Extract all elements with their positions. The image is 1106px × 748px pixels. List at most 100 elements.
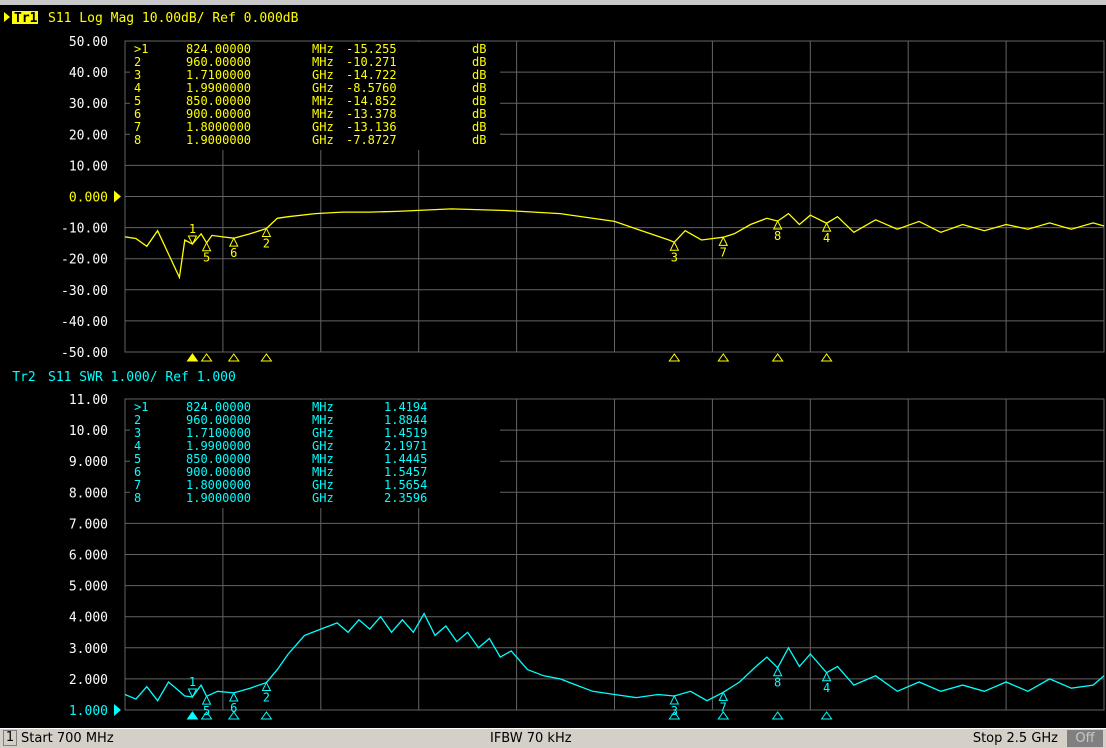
start-frequency[interactable]: Start 700 MHz <box>21 731 114 746</box>
marker-value: -10.271 <box>346 55 397 69</box>
marker-number: 1 <box>189 675 196 689</box>
marker-value-unit: dB <box>472 120 486 134</box>
marker-frequency-unit: GHz <box>312 478 334 492</box>
marker-axis-indicator-icon <box>820 711 833 720</box>
stop-frequency[interactable]: Stop 2.5 GHz <box>972 731 1058 746</box>
y-tick-label: 40.00 <box>69 66 108 81</box>
status-bar: 1 Start 700 MHz IFBW 70 kHz Stop 2.5 GHz… <box>0 728 1106 748</box>
marker-triangle-icon <box>187 688 198 699</box>
marker-1: 1 <box>186 222 199 362</box>
marker-7: 7 <box>717 691 730 720</box>
marker-number: 7 <box>720 245 727 259</box>
y-tick-label: 6.000 <box>69 549 108 564</box>
marker-triangle-icon <box>187 235 198 246</box>
marker-number: 4 <box>823 681 830 695</box>
marker-frequency-unit: MHz <box>312 55 334 69</box>
marker-table-row: >1 824.00000 MHz -15.255 dB <box>134 42 486 56</box>
y-tick-label: 7.000 <box>69 517 108 532</box>
marker-triangle-icon <box>228 236 239 247</box>
marker-frequency-unit: GHz <box>312 133 334 147</box>
marker-triangle-icon <box>228 691 239 702</box>
marker-value: -13.378 <box>346 107 397 121</box>
window-top-border <box>0 0 1106 5</box>
marker-axis-indicator-icon <box>717 711 730 720</box>
marker-8: 8 <box>771 219 784 362</box>
marker-index: 3 <box>134 426 141 440</box>
marker-index: 6 <box>134 465 141 479</box>
marker-index: 7 <box>134 478 141 492</box>
marker-triangle-icon <box>821 222 832 232</box>
marker-table-row: 8 1.9000000 GHz -7.8727 dB <box>134 133 486 147</box>
marker-table-row: 2 960.00000 MHz 1.8844 <box>134 413 427 427</box>
channel-number[interactable]: 1 <box>3 730 17 746</box>
marker-6: 6 <box>227 691 240 720</box>
marker-5: 5 <box>200 241 213 362</box>
marker-triangle-icon <box>669 694 680 705</box>
y-tick-label: 5.000 <box>69 580 108 595</box>
marker-value: 2.3596 <box>384 491 427 505</box>
trace-title: S11 SWR 1.000/ Ref 1.000 <box>48 370 236 385</box>
marker-table-row: 5 850.00000 MHz 1.4445 <box>134 452 427 466</box>
marker-frequency-unit: GHz <box>312 81 334 95</box>
trace-line <box>124 612 1105 702</box>
marker-frequency: 850.00000 <box>186 94 251 108</box>
marker-value-unit: dB <box>472 55 486 69</box>
marker-8: 8 <box>771 666 784 720</box>
trace-panel-1: Tr1 S11 Log Mag 10.00dB/ Ref 0.000dB50.00… <box>4 11 1105 362</box>
marker-value: -7.8727 <box>346 133 397 147</box>
marker-frequency: 1.7100000 <box>186 426 251 440</box>
marker-axis-indicator-icon <box>771 353 784 362</box>
marker-table-row: 4 1.9900000 GHz 2.1971 <box>134 439 427 453</box>
marker-triangle-icon <box>772 219 783 230</box>
marker-6: 6 <box>227 236 240 362</box>
marker-triangle-icon <box>669 241 680 251</box>
marker-triangle-icon <box>718 691 729 701</box>
marker-axis-indicator-icon <box>717 353 730 362</box>
if-bandwidth[interactable]: IFBW 70 kHz <box>490 731 572 746</box>
marker-3: 3 <box>668 694 681 720</box>
trace-line <box>124 208 1105 280</box>
y-tick-label: 50.00 <box>69 35 108 50</box>
y-tick-label: 4.000 <box>69 611 108 626</box>
y-tick-label: 10.00 <box>69 159 108 174</box>
marker-frequency: 1.8000000 <box>186 478 251 492</box>
marker-triangle-icon <box>261 227 272 237</box>
marker-value-unit: dB <box>472 107 486 121</box>
marker-frequency-unit: MHz <box>312 400 334 414</box>
marker-frequency: 960.00000 <box>186 413 251 427</box>
y-tick-label: 2.000 <box>69 673 108 688</box>
marker-frequency: 960.00000 <box>186 55 251 69</box>
marker-index: 5 <box>134 94 141 108</box>
y-tick-label: 10.00 <box>69 424 108 439</box>
marker-number: 5 <box>203 251 210 265</box>
y-tick-label: 9.000 <box>69 455 108 470</box>
marker-triangle-icon <box>201 695 212 705</box>
marker-value-unit: dB <box>472 42 486 56</box>
y-tick-label: 11.00 <box>69 393 108 408</box>
marker-frequency-unit: MHz <box>312 107 334 121</box>
marker-frequency: 824.00000 <box>186 400 251 414</box>
marker-table-row: 4 1.9900000 GHz -8.5760 dB <box>134 81 486 95</box>
y-tick-label: -20.00 <box>61 253 108 268</box>
marker-number: 6 <box>230 246 237 260</box>
marker-index: 6 <box>134 107 141 121</box>
rf-off-indicator[interactable]: Off <box>1067 730 1103 747</box>
marker-axis-indicator-icon <box>260 353 273 362</box>
marker-table-bg <box>130 400 500 508</box>
marker-3: 3 <box>668 241 681 362</box>
marker-index: 3 <box>134 68 141 82</box>
marker-table-row: 6 900.00000 MHz 1.5457 <box>134 465 427 479</box>
marker-value: 1.4445 <box>384 452 427 466</box>
y-tick-label: 3.000 <box>69 642 108 657</box>
marker-index: 4 <box>134 81 141 95</box>
marker-index: 7 <box>134 120 141 134</box>
marker-number: 6 <box>230 701 237 715</box>
marker-axis-indicator-icon <box>186 711 199 720</box>
marker-axis-indicator-icon <box>200 711 213 720</box>
y-tick-label: 8.000 <box>69 486 108 501</box>
marker-value-unit: dB <box>472 68 486 82</box>
marker-number: 2 <box>263 690 270 704</box>
y-tick-label: 20.00 <box>69 128 108 143</box>
vna-chart-display: Tr1 S11 Log Mag 10.00dB/ Ref 0.000dB50.00… <box>4 11 1105 720</box>
